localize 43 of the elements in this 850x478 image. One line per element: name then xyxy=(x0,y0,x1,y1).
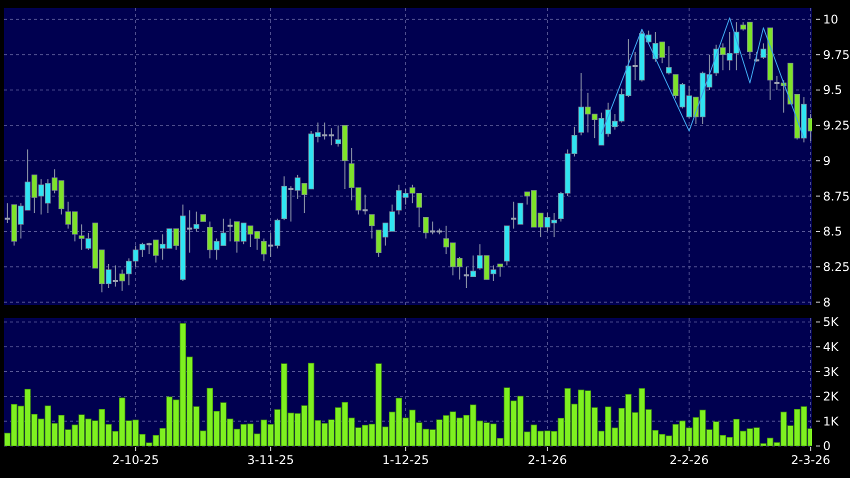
candlestick xyxy=(429,221,436,235)
y-tick-label: 9.5 xyxy=(823,83,842,98)
candlestick xyxy=(362,194,369,215)
x-tick-label: 2-1-26 xyxy=(528,453,567,467)
y-tick-label: 10 xyxy=(823,12,838,27)
y-tick-label: 9.25 xyxy=(823,118,850,133)
candlestick xyxy=(462,266,470,289)
candlestick xyxy=(632,51,639,81)
y-tick-label: 2K xyxy=(823,390,840,404)
x-tick-label: 2-2-26 xyxy=(670,453,709,467)
y-tick-label: 9.75 xyxy=(823,48,850,62)
y-tick-label: 1K xyxy=(823,414,840,428)
candlestick xyxy=(497,263,504,278)
candlestick xyxy=(287,186,294,222)
y-tick-label: 9 xyxy=(823,154,831,168)
candlestick xyxy=(369,214,375,240)
y-tick-label: 3K xyxy=(823,364,840,379)
candlestick xyxy=(470,255,476,278)
candlestick xyxy=(267,232,274,258)
candlestick xyxy=(423,216,429,240)
candlestick xyxy=(226,218,234,242)
candlestick xyxy=(510,201,518,230)
candlestick xyxy=(518,202,524,225)
y-tick-label: 8 xyxy=(823,295,831,310)
y-tick-label: 8.75 xyxy=(823,189,850,204)
candlestick xyxy=(194,211,200,232)
x-tick-label: 2-10-25 xyxy=(112,453,160,467)
y-tick-label: 8.25 xyxy=(823,260,850,274)
candlestick xyxy=(328,128,335,146)
x-tick-label: 2-3-26 xyxy=(791,453,830,467)
y-tick-label: 8.5 xyxy=(823,224,842,239)
x-tick-label: 3-11-25 xyxy=(247,453,294,467)
candlestick xyxy=(666,46,672,75)
candlestick xyxy=(112,264,119,288)
candlestick xyxy=(4,202,11,224)
candlestick xyxy=(321,122,328,140)
candlestick xyxy=(261,238,267,262)
candlestick xyxy=(773,75,780,91)
y-tick-label: 4K xyxy=(823,340,840,354)
x-tick-label: 1-12-25 xyxy=(382,453,430,467)
candlestick xyxy=(186,210,194,254)
y-tick-label: 0 xyxy=(823,439,831,454)
y-tick-label: 5K xyxy=(823,315,840,330)
